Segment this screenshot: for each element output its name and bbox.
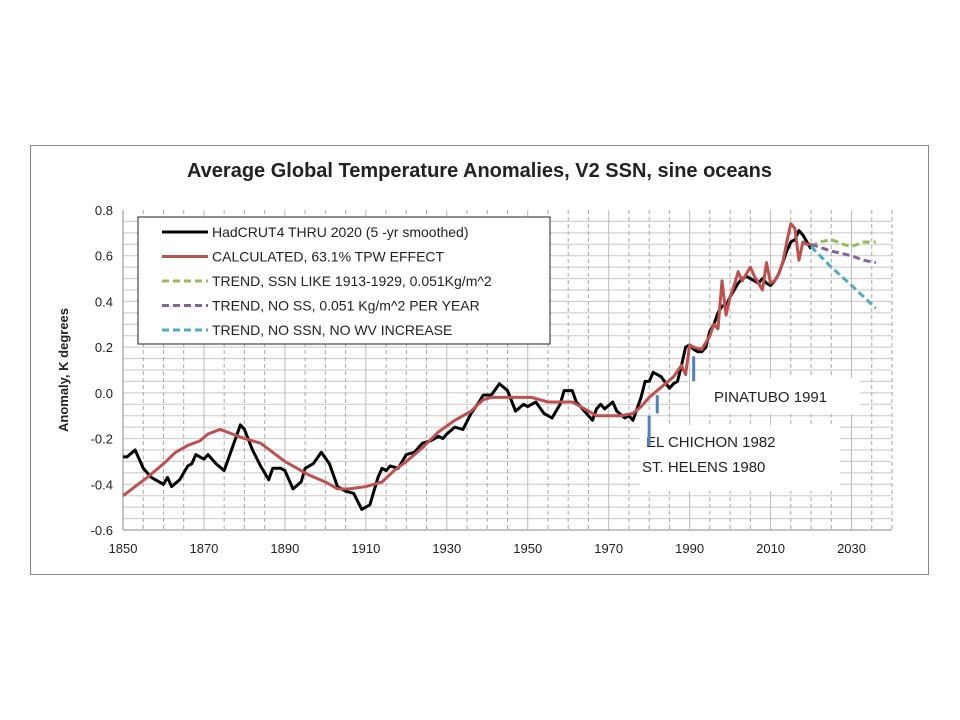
y-tick-label: 0.8 <box>95 203 113 218</box>
x-tick-label: 1890 <box>270 541 299 556</box>
annotation-box <box>690 378 860 414</box>
y-tick-label: -0.6 <box>91 523 113 538</box>
x-tick-label: 1990 <box>675 541 704 556</box>
y-tick-label: 0.0 <box>95 386 113 401</box>
x-tick-label: 1910 <box>351 541 380 556</box>
chart-title: Average Global Temperature Anomalies, V2… <box>186 160 773 182</box>
series-line-1 <box>122 222 812 497</box>
annotation-box <box>640 425 840 491</box>
x-tick-label: 1870 <box>189 541 218 556</box>
legend: HadCRUT4 THRU 2020 (5 -yr smoothed) CALCU… <box>137 216 551 345</box>
y-axis-label: Anomaly, K degrees <box>56 308 71 432</box>
series-line-4 <box>809 245 877 310</box>
x-tick-label: 2030 <box>837 541 866 556</box>
annotation-label: ST. HELENS 1980 <box>642 459 765 476</box>
x-tick-label: 1930 <box>432 541 461 556</box>
legend-label: TREND, NO SS, 0.051 Kg/m^2 PER YEAR <box>212 298 480 314</box>
annotation-label: PINATUBO 1991 <box>714 389 827 406</box>
chart-frame <box>30 145 929 575</box>
legend-label: TREND, NO SSN, NO WV INCREASE <box>212 322 452 338</box>
y-tick-label: -0.4 <box>91 477 113 492</box>
series-line-3 <box>810 242 877 265</box>
x-tick-label: 1970 <box>594 541 623 556</box>
x-tick-label: 2010 <box>756 541 785 556</box>
legend-label: CALCULATED, 63.1% TPW EFFECT <box>212 249 445 265</box>
y-tick-label: -0.2 <box>91 432 113 447</box>
y-tick-label: 0.2 <box>95 340 113 355</box>
annotation-label: EL CHICHON 1982 <box>646 434 776 451</box>
legend-label: HadCRUT4 THRU 2020 (5 -yr smoothed) <box>212 224 469 240</box>
x-tick-label: 1850 <box>109 541 138 556</box>
series-line-2 <box>810 238 876 249</box>
y-tick-label: 0.4 <box>95 294 113 309</box>
legend-label: TREND, SSN LIKE 1913-1929, 0.051Kg/m^2 <box>212 273 492 289</box>
y-tick-label: 0.6 <box>95 249 113 264</box>
x-tick-label: 1950 <box>513 541 542 556</box>
